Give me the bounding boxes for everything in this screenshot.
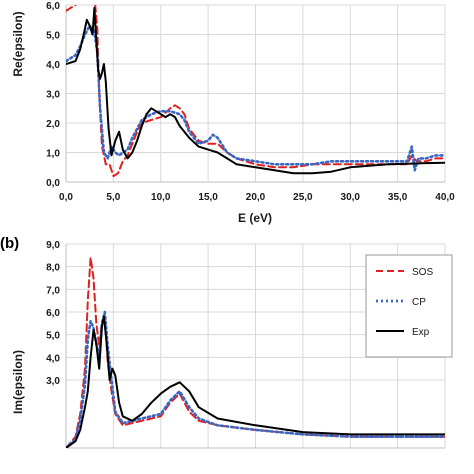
x-tick-label: 15,0 <box>198 192 218 203</box>
y-tick-label: 8,0 <box>46 263 60 274</box>
series-line-exp <box>66 315 445 448</box>
series-line-cp <box>66 24 445 172</box>
x-tick-label: 25,0 <box>293 192 313 203</box>
series-line-exp <box>66 6 445 175</box>
panel-b-series <box>66 256 445 448</box>
x-tick-label: 20,0 <box>246 192 266 203</box>
legend-label-cp: CP <box>412 297 426 308</box>
panel-a: 0,0 1,0 2,0 3,0 4,0 5,0 6,0 0,0 5,0 10,0 15,0 20,0… <box>11 1 455 225</box>
y-tick-label: 5,0 <box>46 31 60 42</box>
panel-a-x-ticks: 0,0 5,0 10,0 15,0 20,0 25,0 30,0 35,0 40,0 <box>59 192 455 203</box>
x-tick-label: 10,0 <box>151 192 171 203</box>
panel-a-y-axis-title: Re(epsilon) <box>11 11 25 76</box>
y-tick-label: 3,0 <box>46 90 60 101</box>
panel-b-label: (b) <box>0 235 19 252</box>
x-tick-label: 30,0 <box>341 192 361 203</box>
legend-label-sos: SOS <box>412 267 433 278</box>
y-tick-label: 6,0 <box>46 1 60 12</box>
y-tick-label: 9,0 <box>46 240 60 251</box>
panel-a-x-axis-title: E (eV) <box>238 211 272 225</box>
y-tick-label: 2,0 <box>46 119 60 130</box>
panel-a-y-ticks: 0,0 1,0 2,0 3,0 4,0 5,0 6,0 <box>46 1 60 189</box>
y-tick-label: 3,0 <box>46 376 60 387</box>
panel-a-grid <box>65 4 446 183</box>
x-tick-label: 0,0 <box>59 192 73 203</box>
y-tick-label: 6,0 <box>46 308 60 319</box>
panel-a-series <box>66 5 445 178</box>
y-tick-label: 5,0 <box>46 331 60 342</box>
y-tick-label: 1,0 <box>46 149 60 160</box>
x-tick-label: 35,0 <box>388 192 408 203</box>
y-tick-label: 4,0 <box>46 60 60 71</box>
x-tick-label: 40,0 <box>435 192 455 203</box>
panel-b-legend: SOS CP Exp <box>365 254 453 358</box>
panel-b-y-ticks: 3,0 4,0 5,0 6,0 7,0 8,0 9,0 <box>46 240 60 387</box>
legend-label-exp: Exp <box>412 327 430 338</box>
panel-b-y-axis-title: Im(epsilon) <box>11 350 25 414</box>
series-line-cp <box>66 310 445 448</box>
x-tick-label: 5,0 <box>106 192 120 203</box>
panel-b: (b) 3,0 4,0 5,0 6,0 7,0 8,0 9,0 Im(epsilon) SO… <box>0 235 453 449</box>
y-tick-label: 4,0 <box>46 353 60 364</box>
y-tick-label: 0,0 <box>46 178 60 189</box>
y-tick-label: 7,0 <box>46 285 60 296</box>
